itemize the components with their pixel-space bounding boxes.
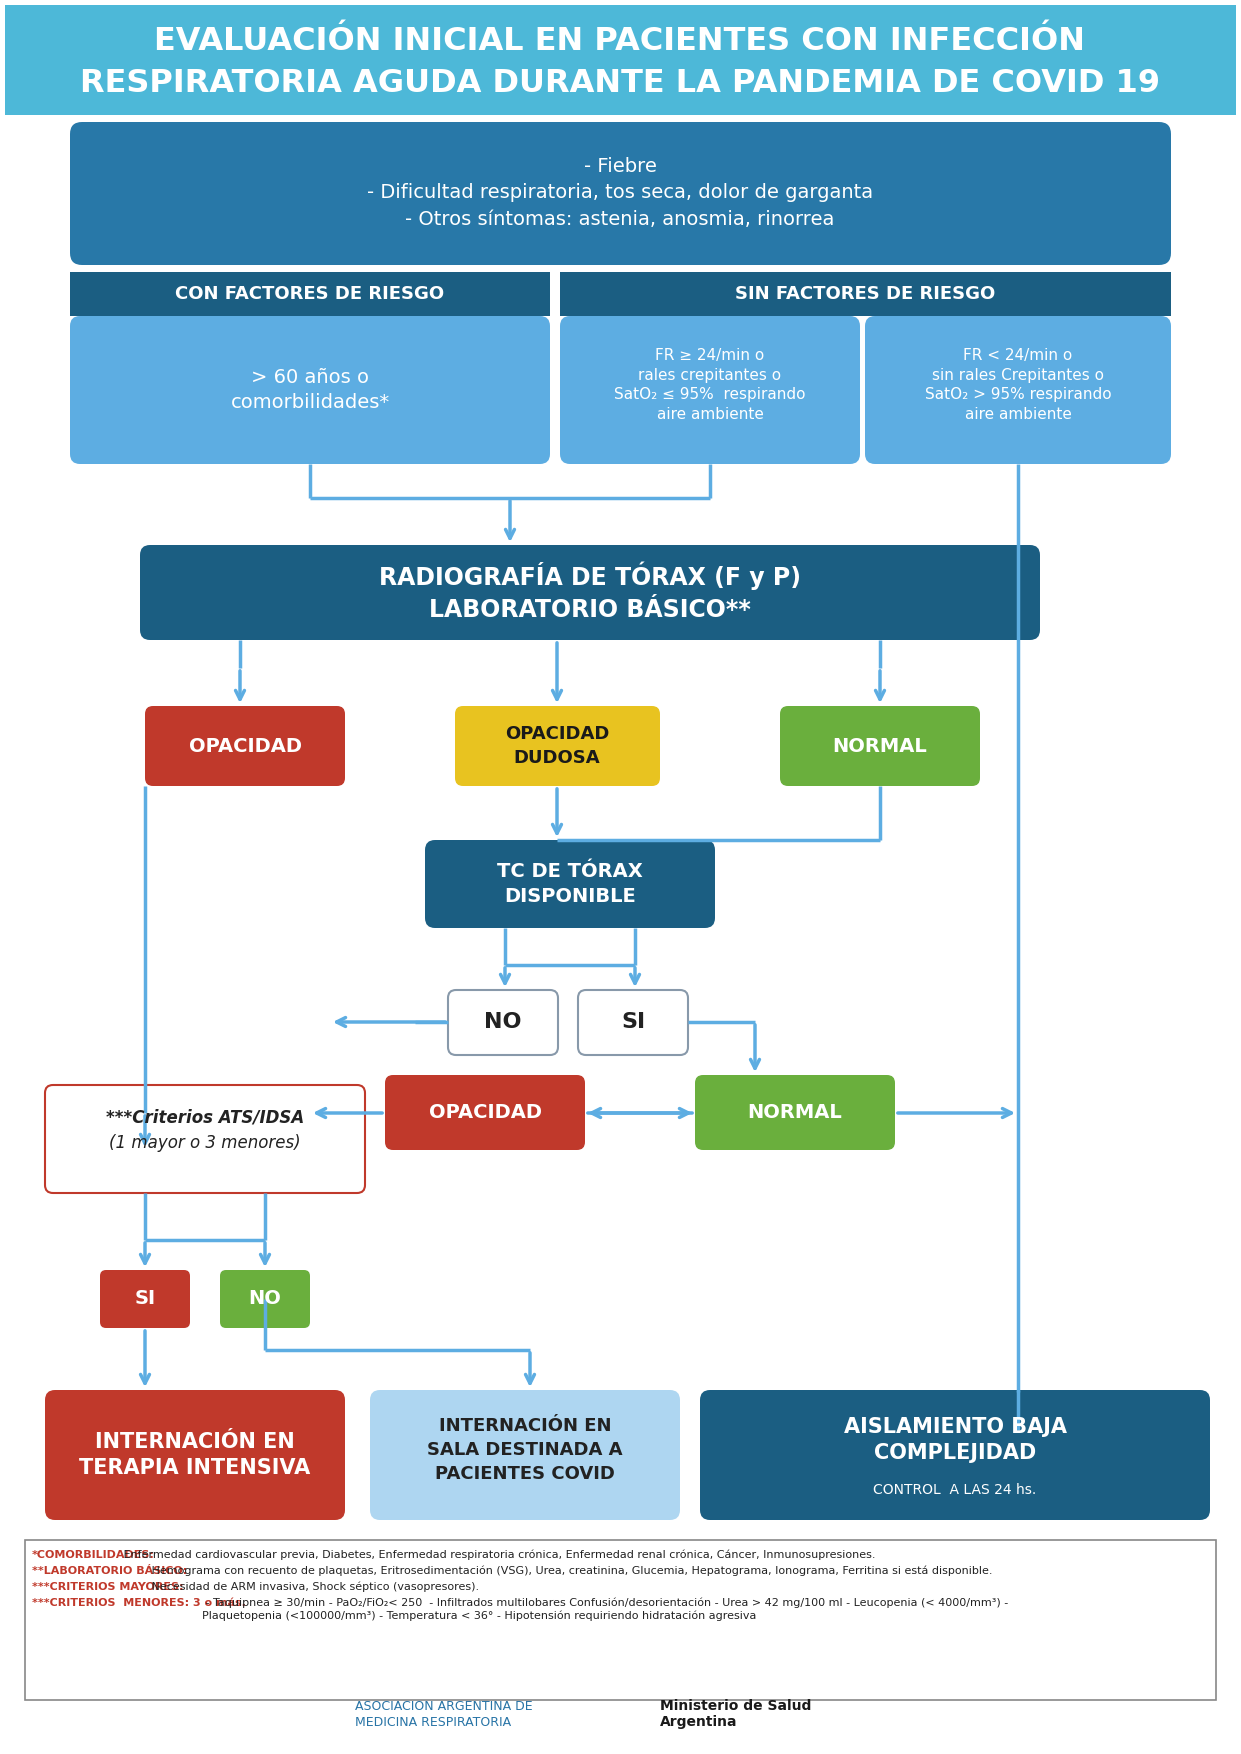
Text: *COMORBILIDADES:: *COMORBILIDADES: — [32, 1551, 155, 1559]
Text: ***Criterios ATS/IDSA: ***Criterios ATS/IDSA — [105, 1109, 304, 1126]
FancyBboxPatch shape — [578, 989, 688, 1054]
Text: INTERNACIÓN EN
TERAPIA INTENSIVA: INTERNACIÓN EN TERAPIA INTENSIVA — [79, 1431, 310, 1479]
Text: > 60 años o
comorbilidades*: > 60 años o comorbilidades* — [231, 368, 390, 412]
Text: Ministerio de Salud: Ministerio de Salud — [660, 1700, 812, 1714]
Text: ***CRITERIOS  MENORES: 3 o más.: ***CRITERIOS MENORES: 3 o más. — [32, 1598, 246, 1608]
Text: TC DE TÓRAX
DISPONIBLE: TC DE TÓRAX DISPONIBLE — [498, 861, 643, 907]
Text: AISLAMIENTO BAJA
COMPLEJIDAD: AISLAMIENTO BAJA COMPLEJIDAD — [844, 1417, 1066, 1463]
Text: SI: SI — [134, 1289, 155, 1308]
FancyBboxPatch shape — [69, 123, 1172, 265]
FancyBboxPatch shape — [101, 1270, 190, 1328]
FancyBboxPatch shape — [560, 316, 860, 465]
Text: NORMAL: NORMAL — [833, 737, 927, 756]
Text: ***CRITERIOS MAYORES:: ***CRITERIOS MAYORES: — [32, 1582, 184, 1593]
FancyBboxPatch shape — [455, 707, 660, 786]
FancyBboxPatch shape — [385, 1075, 585, 1151]
Text: OPACIDAD
DUDOSA: OPACIDAD DUDOSA — [505, 724, 609, 766]
FancyBboxPatch shape — [695, 1075, 895, 1151]
Text: Hemograma con recuento de plaquetas, Eritrosedimentación (VSG), Urea, creatinina: Hemograma con recuento de plaquetas, Eri… — [148, 1566, 992, 1577]
Text: ASOCIACION ARGENTINA DE: ASOCIACION ARGENTINA DE — [355, 1700, 532, 1712]
Text: EVALUACIÓN INICIAL EN PACIENTES CON INFECCIÓN: EVALUACIÓN INICIAL EN PACIENTES CON INFE… — [154, 26, 1086, 58]
FancyBboxPatch shape — [370, 1389, 680, 1521]
FancyBboxPatch shape — [145, 707, 345, 786]
Text: SI: SI — [620, 1012, 645, 1031]
Bar — [560, 272, 1172, 316]
Text: RESPIRATORIA AGUDA DURANTE LA PANDEMIA DE COVID 19: RESPIRATORIA AGUDA DURANTE LA PANDEMIA D… — [79, 67, 1160, 98]
FancyBboxPatch shape — [69, 316, 550, 465]
Text: FR ≥ 24/min o
rales crepitantes o
SatO₂ ≤ 95%  respirando
aire ambiente: FR ≥ 24/min o rales crepitantes o SatO₂ … — [614, 347, 805, 423]
Text: Necesidad de ARM invasiva, Shock séptico (vasopresores).: Necesidad de ARM invasiva, Shock séptico… — [148, 1582, 479, 1593]
Text: CON FACTORES DE RIESGO: CON FACTORES DE RIESGO — [175, 284, 444, 303]
Text: INTERNACIÓN EN
SALA DESTINADA A
PACIENTES COVID: INTERNACIÓN EN SALA DESTINADA A PACIENTE… — [427, 1417, 623, 1482]
Text: **LABORATORIO BÁSICO:: **LABORATORIO BÁSICO: — [32, 1566, 187, 1577]
Text: Argentina: Argentina — [660, 1715, 737, 1729]
FancyBboxPatch shape — [220, 1270, 310, 1328]
Text: MEDICINA RESPIRATORIA: MEDICINA RESPIRATORIA — [355, 1715, 511, 1728]
FancyBboxPatch shape — [700, 1389, 1210, 1521]
FancyBboxPatch shape — [448, 989, 558, 1054]
Text: OPACIDAD: OPACIDAD — [189, 737, 302, 756]
Text: OPACIDAD: OPACIDAD — [428, 1103, 541, 1123]
Text: NORMAL: NORMAL — [747, 1103, 843, 1123]
Text: - Fiebre
- Dificultad respiratoria, tos seca, dolor de garganta
- Otros síntomas: - Fiebre - Dificultad respiratoria, tos … — [367, 158, 874, 230]
Text: (1 mayor o 3 menores): (1 mayor o 3 menores) — [109, 1135, 300, 1152]
Text: FR < 24/min o
sin rales Crepitantes o
SatO₂ > 95% respirando
aire ambiente: FR < 24/min o sin rales Crepitantes o Sa… — [925, 347, 1111, 423]
Text: - Taquipnea ≥ 30/min - PaO₂/FiO₂< 250  - Infiltrados multilobares Confusión/deso: - Taquipnea ≥ 30/min - PaO₂/FiO₂< 250 - … — [202, 1598, 1009, 1621]
Bar — [69, 272, 550, 316]
FancyBboxPatch shape — [140, 545, 1040, 640]
FancyBboxPatch shape — [865, 316, 1172, 465]
FancyBboxPatch shape — [781, 707, 980, 786]
Bar — [5, 5, 1236, 116]
FancyBboxPatch shape — [45, 1086, 365, 1193]
Text: CONTROL  A LAS 24 hs.: CONTROL A LAS 24 hs. — [874, 1482, 1036, 1496]
Bar — [25, 1540, 1216, 1700]
Text: Enfermedad cardiovascular previa, Diabetes, Enfermedad respiratoria crónica, Enf: Enfermedad cardiovascular previa, Diabet… — [120, 1551, 875, 1561]
Text: NO: NO — [484, 1012, 521, 1031]
FancyBboxPatch shape — [424, 840, 715, 928]
Text: NO: NO — [248, 1289, 282, 1308]
Text: SIN FACTORES DE RIESGO: SIN FACTORES DE RIESGO — [735, 284, 995, 303]
FancyBboxPatch shape — [45, 1389, 345, 1521]
Text: RADIOGRAFÍA DE TÓRAX (F y P)
LABORATORIO BÁSICO**: RADIOGRAFÍA DE TÓRAX (F y P) LABORATORIO… — [379, 561, 800, 623]
